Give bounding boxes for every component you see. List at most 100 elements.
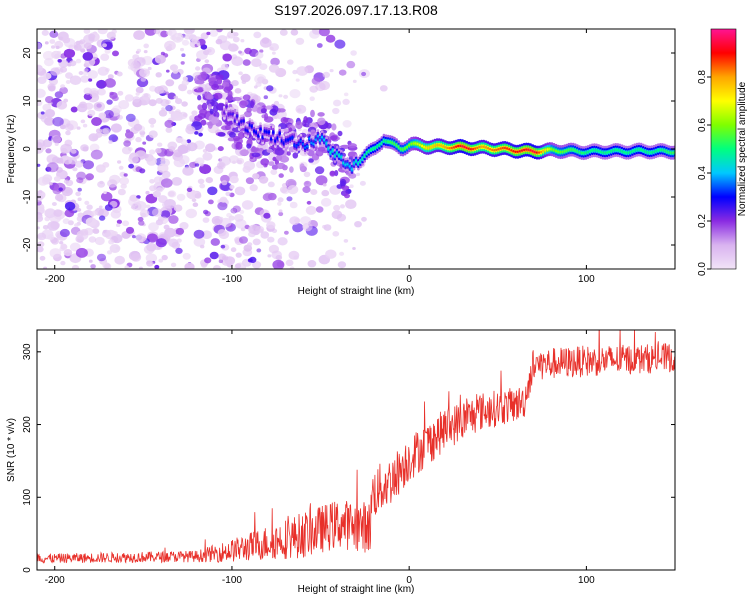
spectrogram-noise-cell <box>50 221 60 230</box>
spectrogram-noise-cell <box>342 98 350 105</box>
spectrogram-ridge-cell <box>501 146 505 150</box>
spectrogram-noise-cell <box>104 78 116 88</box>
spectrogram-noise-cell <box>239 100 248 109</box>
spectrogram-noise-cell <box>52 116 64 127</box>
spectrogram-noise-cell <box>302 223 309 230</box>
spectrogram-noise-cell <box>65 80 71 84</box>
spectrogram-ridge-cell <box>374 146 377 150</box>
spectrogram-ridge-cell <box>242 119 245 123</box>
spectrogram-noise-cell <box>125 226 135 234</box>
spectrogram-noise-cell <box>149 185 157 192</box>
spectrogram-noise-cell <box>339 178 347 187</box>
spectrogram-noise-cell <box>133 30 146 40</box>
spectrogram-ridge-cell <box>486 147 490 150</box>
spectrogram-noise-cell <box>263 116 274 123</box>
spectrogram-noise-cell <box>202 217 210 223</box>
spectrogram-noise-cell <box>268 64 280 73</box>
spectrogram-noise-cell <box>146 242 157 252</box>
spectrogram-ridge-cell <box>372 147 375 150</box>
snr-xlabel: Height of straight line (km) <box>298 584 415 595</box>
spectrogram-noise-cell <box>76 177 84 184</box>
spectrogram-ridge-cell <box>491 148 494 152</box>
spectrogram-noise-cell <box>266 148 273 153</box>
spectrogram-noise-cell <box>278 211 284 217</box>
spectrogram-ridge-cell <box>499 147 503 150</box>
spectrogram-ridge-cell <box>612 149 615 152</box>
spectrogram-noise-cell <box>278 209 283 213</box>
spectrogram-noise-cell <box>269 43 280 52</box>
spectrogram-noise-cell <box>231 44 239 52</box>
spectrogram-noise-cell <box>153 29 161 35</box>
spectrogram-noise-cell <box>238 50 242 54</box>
spectrogram-ridge-cell <box>516 150 520 153</box>
spectrogram-ridge-cell <box>503 146 507 150</box>
spectrogram-ridge-cell <box>420 144 424 148</box>
spectrogram-noise-cell <box>98 112 107 119</box>
spectrogram-noise-cell <box>62 36 71 44</box>
spectrogram-noise-cell <box>111 29 117 34</box>
spectrogram-ridge-cell <box>659 148 662 152</box>
spectrogram-noise-cell <box>83 87 93 95</box>
spectrogram-noise-cell <box>158 109 168 117</box>
spectrogram-ridge-cell <box>263 130 267 133</box>
spectrogram-noise-cell <box>186 31 193 37</box>
spectrogram-noise-cell <box>82 52 94 61</box>
spectrogram-noise-cell <box>84 102 94 110</box>
spectrogram-noise-cell <box>106 250 113 255</box>
spectrogram-noise-cell <box>289 216 300 226</box>
spectrogram-xlabel: Height of straight line (km) <box>298 286 415 297</box>
spectrogram-noise-cell <box>207 103 212 111</box>
spectrogram-noise-cell <box>181 53 186 57</box>
spectrogram-noise-cell <box>329 170 336 176</box>
spectrogram-ridge-cell <box>656 149 660 152</box>
spectrogram-noise-cell <box>135 233 147 243</box>
spectrogram-noise-cell <box>331 123 337 131</box>
spectrogram-ridge-cell <box>274 139 277 143</box>
spectrogram-noise-cell <box>334 39 346 49</box>
spectrogram-noise-cell <box>37 42 42 50</box>
spectrogram-noise-cell <box>82 123 88 128</box>
spectrogram-noise-cell <box>37 226 40 230</box>
spectrogram-noise-cell <box>136 48 142 53</box>
spectrogram-ridge-cell <box>418 143 422 147</box>
spectrogram-noise-cell <box>40 111 45 115</box>
spectrogram-noise-cell <box>200 262 208 268</box>
spectrogram-noise-cell <box>332 107 340 115</box>
spectrogram-noise-cell <box>186 89 193 95</box>
spectrogram-ridge-cell <box>627 151 630 154</box>
spectrogram-noise-cell <box>92 135 98 141</box>
spectrogram-ridge-cell <box>235 115 239 118</box>
spectrogram-ridge-cell <box>618 149 622 152</box>
spectrogram-ridge-cell <box>644 150 647 153</box>
spectrogram-noise-cell <box>44 208 57 219</box>
spectrogram-noise-cell <box>201 102 208 110</box>
spectrogram-noise-cell <box>287 59 294 65</box>
spectrogram-noise-cell <box>235 252 242 258</box>
spectrogram-noise-cell <box>285 259 294 267</box>
spectrogram-noise-cell <box>289 201 298 209</box>
spectrogram-noise-cell <box>46 162 59 173</box>
spectrogram-noise-cell <box>95 128 103 134</box>
spectrogram-ridge-cell <box>333 154 337 158</box>
spectrogram-noise-cell <box>270 169 278 176</box>
spectrogram-noise-cell <box>57 59 62 63</box>
spectrogram-noise-cell <box>227 31 236 39</box>
spectrogram-noise-cell <box>98 208 109 218</box>
spectrogram-ridge-cell <box>346 163 349 166</box>
spectrogram-noise-cell <box>58 187 63 192</box>
spectrogram-ridge-cell <box>444 146 447 149</box>
spectrogram-noise-cell <box>143 50 148 54</box>
spectrogram-noise-cell <box>314 166 325 175</box>
spectrogram-noise-cell <box>127 64 135 70</box>
spectrogram-noise-cell <box>286 151 291 156</box>
spectrogram-ridge-cell <box>559 150 562 154</box>
spectrogram-ridge-cell <box>414 142 418 145</box>
spectrogram-ridge-cell <box>639 148 643 151</box>
spectrogram-noise-cell <box>180 61 185 65</box>
spectrogram-noise-cell <box>342 120 352 128</box>
spectrogram-ridge-cell <box>614 148 617 152</box>
spectrogram-noise-cell <box>315 149 324 157</box>
spectrogram-ridge-cell <box>289 137 292 140</box>
spectrogram-noise-cell <box>37 215 44 223</box>
spectrogram-noise-cell <box>80 75 90 83</box>
